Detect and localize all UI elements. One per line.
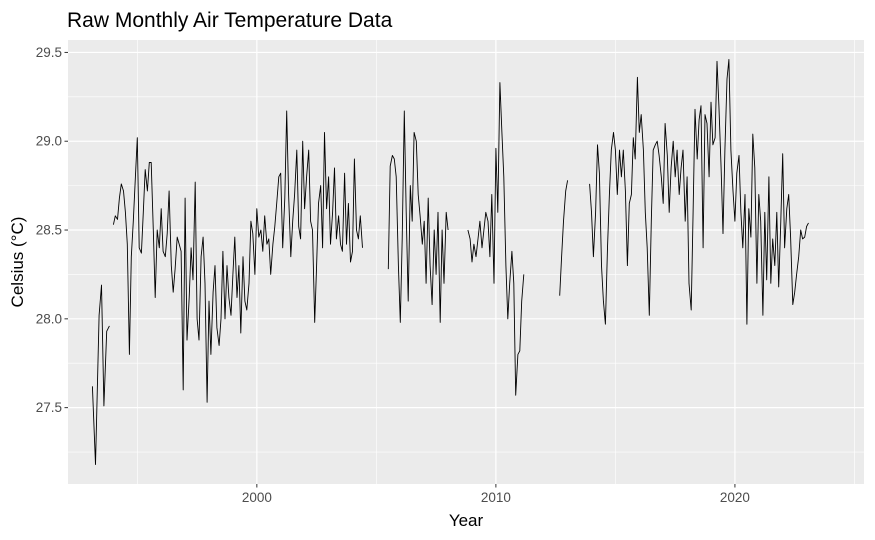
series-line-segment-6 bbox=[589, 59, 809, 325]
x-axis-title: Year bbox=[449, 511, 484, 530]
plot-panel bbox=[68, 40, 864, 484]
series-line-segment-5 bbox=[559, 180, 569, 296]
temperature-series bbox=[91, 59, 809, 465]
series-line-segment-1 bbox=[91, 284, 110, 465]
series-line-segment-4 bbox=[467, 82, 525, 396]
chart-title: Raw Monthly Air Temperature Data bbox=[67, 9, 393, 32]
y-tick-label: 28.0 bbox=[36, 311, 62, 326]
y-tick-label: 28.5 bbox=[36, 223, 62, 238]
series-line-segment-2 bbox=[112, 110, 363, 403]
grid-major bbox=[68, 40, 864, 484]
series-line-segment-3 bbox=[387, 110, 449, 323]
x-tick-label: 2010 bbox=[481, 490, 511, 505]
x-tick-label: 2020 bbox=[720, 490, 750, 505]
x-tick-label: 2000 bbox=[242, 490, 272, 505]
x-axis: 2000 2010 2020 bbox=[242, 484, 750, 505]
y-axis: 27.5 28.0 28.5 29.0 29.5 bbox=[36, 45, 68, 415]
y-tick-label: 29.5 bbox=[36, 45, 62, 60]
y-tick-label: 29.0 bbox=[36, 134, 62, 149]
y-tick-label: 27.5 bbox=[36, 400, 62, 415]
y-axis-title: Celsius (°C) bbox=[8, 217, 27, 308]
